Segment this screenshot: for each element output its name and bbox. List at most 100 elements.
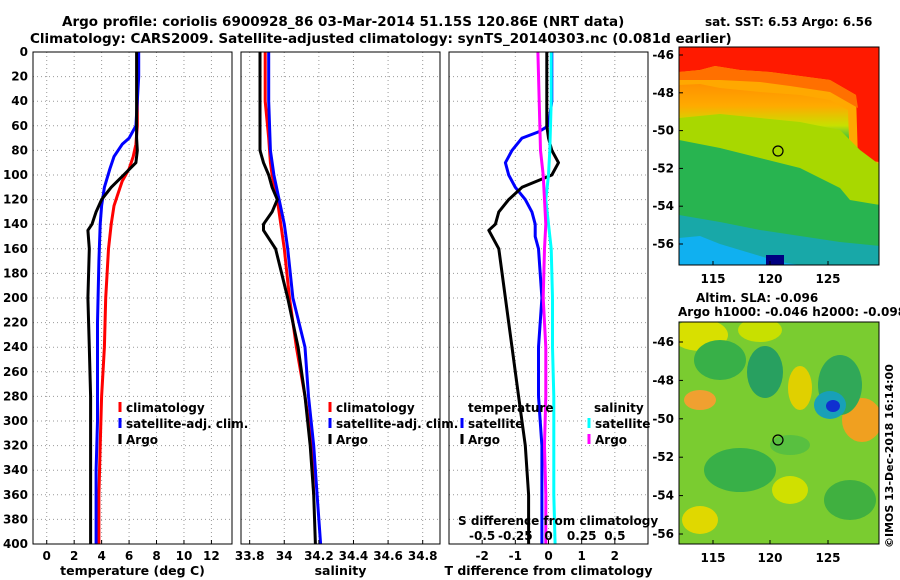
legend-label-climatology: climatology (336, 401, 415, 415)
series-line-t-argo (487, 52, 560, 544)
sst-yellow-band (679, 114, 879, 205)
sla-lat-tick: -48 (652, 373, 674, 387)
sst-lat-tick: -48 (652, 86, 674, 100)
y-tick-label: 120 (3, 193, 28, 207)
sst-lon-tick: 125 (815, 272, 840, 286)
x-tick-label: 0 (544, 549, 552, 563)
sst-lat-tick: -46 (652, 48, 674, 62)
sst-data-gap (766, 255, 784, 265)
sla-yellow-blob (682, 506, 718, 534)
series-line-t-satellite (503, 52, 554, 544)
legend-label-satellite: satellite-adj. clim. (126, 417, 248, 431)
x-tick-label: 33.8 (235, 549, 265, 563)
legend-title-temperature: temperature (468, 401, 553, 415)
series-line-climatology (97, 52, 139, 544)
top-tick-label: 0.25 (567, 529, 597, 543)
y-tick-label: 0 (20, 45, 28, 59)
y-tick-label: 380 (3, 512, 28, 526)
x-tick-label: 8 (152, 549, 160, 563)
sla-lat-tick: -52 (652, 450, 674, 464)
x-tick-label: -1 (509, 549, 522, 563)
y-tick-label: 340 (3, 463, 28, 477)
legend-label-argo: Argo (336, 433, 368, 447)
x-axis-label: temperature (deg C) (60, 563, 205, 578)
y-tick-label: 240 (3, 340, 28, 354)
y-tick-label: 100 (3, 168, 28, 182)
series-line-s-satellite (544, 52, 557, 545)
x-tick-label: 1 (577, 549, 585, 563)
sst-lat-tick: -56 (652, 237, 674, 251)
x-tick-label: 34.2 (304, 549, 334, 563)
sst-orange-fringe (679, 66, 858, 108)
x-tick-label: 34.8 (408, 549, 438, 563)
sst-argo-marker (772, 145, 784, 157)
series-line-argo (86, 52, 139, 544)
sla-yellow-blob (788, 366, 812, 410)
y-tick-label: 360 (3, 488, 28, 502)
y-tick-label: 180 (3, 266, 28, 280)
x-tick-label: 2 (70, 549, 78, 563)
sst-map-title: sat. SST: 6.53 Argo: 6.56 (705, 15, 872, 29)
sla-map: Altim. SLA: -0.096 Argo h1000: -0.046 h2… (678, 291, 900, 545)
y-tick-label: 320 (3, 439, 28, 453)
figure-title-line2: Climatology: CARS2009. Satellite-adjuste… (30, 31, 732, 47)
difference-legend: temperature satellite Argo salinity sate… (458, 401, 658, 528)
sla-yellow-blob (738, 322, 782, 342)
y-tick-label: 300 (3, 414, 28, 428)
x-tick-label: 6 (125, 549, 133, 563)
figure-title-line1: Argo profile: coriolis 6900928_86 03-Mar… (62, 14, 624, 30)
y-tick-label: 200 (3, 291, 28, 305)
y-tick-label: 40 (11, 94, 28, 108)
sla-map-title-1: Altim. SLA: -0.096 (696, 291, 818, 305)
series-line-argo (258, 52, 317, 545)
x-tick-label: 0 (43, 549, 51, 563)
sla-yellow-blob (772, 476, 808, 504)
sla-lon-tick: 120 (757, 551, 782, 565)
sla-green-blob (747, 346, 783, 398)
sst-lon-tick: 120 (757, 272, 782, 286)
sla-orange-blob (684, 390, 716, 410)
plot-frame (240, 51, 441, 545)
difference-panel: -2 -1 0 1 2T difference from climatology -0.5… (444, 51, 653, 578)
sla-lat-tick: -50 (652, 412, 674, 426)
sst-blue-south (679, 236, 800, 265)
legend-label-s-argo: Argo (595, 433, 627, 447)
sst-map: sat. SST: 6.53 Argo: 6.56 (678, 15, 880, 266)
sla-lat-tick: -54 (652, 489, 674, 503)
sla-green-blob (704, 448, 776, 492)
y-tick-label: 220 (3, 316, 28, 330)
sla-lon-tick: 125 (815, 551, 840, 565)
top-axis-label: S difference from climatology (458, 514, 658, 528)
sst-lon-tick: 115 (700, 272, 725, 286)
sla-lon-tick: 115 (700, 551, 725, 565)
salinity-legend: climatology satellite-adj. clim. Argo (328, 401, 458, 447)
legend-label-s-satellite: satellite (595, 417, 650, 431)
y-tick-label: 140 (3, 217, 28, 231)
sla-lat-tick: -56 (652, 527, 674, 541)
x-axis-label: T difference from climatology (444, 563, 652, 578)
x-tick-label: 34.4 (339, 549, 369, 563)
y-tick-label: 400 (3, 537, 28, 551)
sla-map-title-2: Argo h1000: -0.046 h2000: -0.098 (678, 305, 900, 319)
sst-red-band (679, 47, 879, 162)
series-line-satellite-adj-clim- (267, 52, 323, 545)
legend-title-salinity: salinity (594, 401, 644, 415)
y-tick-label: 280 (3, 389, 28, 403)
sla-blue-core (826, 400, 840, 412)
temperature-legend: climatology satellite-adj. clim. Argo (118, 401, 248, 447)
legend-label-t-argo: Argo (468, 433, 500, 447)
sla-green-blob (824, 480, 876, 520)
x-tick-label: 10 (176, 549, 193, 563)
legend-label-climatology: climatology (126, 401, 205, 415)
sla-argo-marker (772, 434, 784, 446)
watermark: ©IMOS 13-Dec-2018 16:14:00 (883, 364, 896, 548)
sst-lat-tick: -52 (652, 161, 674, 175)
series-line-s-argo (536, 51, 548, 544)
x-tick-label: 34 (276, 549, 293, 563)
sst-lat-tick: -50 (652, 124, 674, 138)
top-tick-label: 0.5 (604, 529, 625, 543)
legend-label-argo: Argo (126, 433, 158, 447)
legend-label-t-satellite: satellite (468, 417, 523, 431)
